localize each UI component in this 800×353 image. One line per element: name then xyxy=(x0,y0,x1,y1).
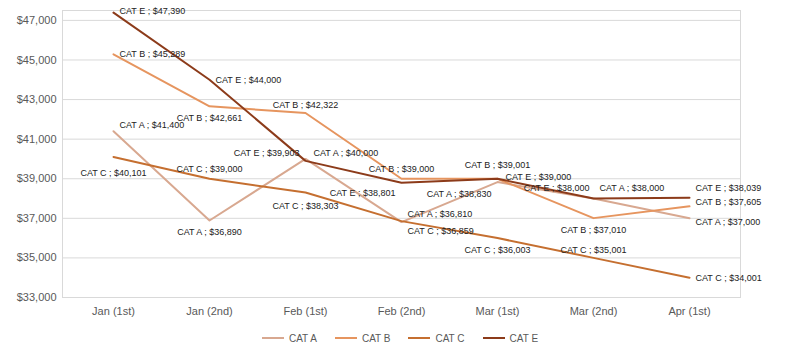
svg-text:CAT B ; $39,000: CAT B ; $39,000 xyxy=(369,164,435,174)
svg-text:CAT E ; $44,000: CAT E ; $44,000 xyxy=(216,75,282,85)
svg-text:CAT B ; $45,289: CAT B ; $45,289 xyxy=(120,49,186,59)
svg-text:Feb (1st): Feb (1st) xyxy=(283,305,327,317)
svg-text:CAT A ; $38,000: CAT A ; $38,000 xyxy=(600,183,665,193)
svg-text:CAT C ; $36,003: CAT C ; $36,003 xyxy=(464,245,530,255)
svg-text:$35,000: $35,000 xyxy=(17,251,57,263)
svg-text:CAT E ; $39,903: CAT E ; $39,903 xyxy=(234,148,300,158)
svg-text:CAT B ; $39,001: CAT B ; $39,001 xyxy=(465,160,531,170)
svg-text:CAT A ; $38,830: CAT A ; $38,830 xyxy=(427,189,492,199)
svg-text:CAT B ; $42,322: CAT B ; $42,322 xyxy=(273,100,339,110)
svg-text:CAT A ; $41,400: CAT A ; $41,400 xyxy=(120,120,185,130)
svg-text:Jan (1st): Jan (1st) xyxy=(92,305,135,317)
svg-text:$37,000: $37,000 xyxy=(17,212,57,224)
svg-text:CAT A ; $36,810: CAT A ; $36,810 xyxy=(408,209,473,219)
html-text:CAT A: CAT A xyxy=(288,332,317,344)
html-text:CAT E: CAT E xyxy=(509,332,539,344)
svg-text:CAT E ; $47,390: CAT E ; $47,390 xyxy=(120,6,186,16)
svg-text:CAT E ; $38,039: CAT E ; $38,039 xyxy=(696,183,762,193)
svg-text:CAT C ; $39,000: CAT C ; $39,000 xyxy=(176,164,242,174)
svg-text:Jan (2nd): Jan (2nd) xyxy=(186,305,232,317)
svg-text:CAT E ; $39,000: CAT E ; $39,000 xyxy=(506,172,572,182)
svg-text:CAT C ; $38,303: CAT C ; $38,303 xyxy=(272,201,338,211)
html-text:CAT B: CAT B xyxy=(361,332,391,344)
svg-text:Apr (1st): Apr (1st) xyxy=(668,305,710,317)
svg-text:$43,000: $43,000 xyxy=(17,93,57,105)
svg-text:CAT A ; $40,000: CAT A ; $40,000 xyxy=(314,148,379,158)
svg-text:CAT B ; $37,605: CAT B ; $37,605 xyxy=(696,197,762,207)
html-text:CAT C: CAT C xyxy=(435,332,465,344)
svg-text:CAT A ; $36,890: CAT A ; $36,890 xyxy=(177,227,242,237)
svg-text:$45,000: $45,000 xyxy=(17,54,57,66)
svg-text:CAT C ; $35,001: CAT C ; $35,001 xyxy=(560,245,626,255)
svg-text:CAT C ; $34,001: CAT C ; $34,001 xyxy=(696,273,762,283)
svg-text:$41,000: $41,000 xyxy=(17,133,57,145)
svg-text:CAT E ; $38,000: CAT E ; $38,000 xyxy=(524,183,590,193)
svg-text:CAT B ; $37,010: CAT B ; $37,010 xyxy=(561,225,627,235)
svg-text:CAT C ; $40,101: CAT C ; $40,101 xyxy=(80,168,146,178)
svg-text:CAT E ; $38,801: CAT E ; $38,801 xyxy=(330,188,396,198)
svg-text:CAT C ; $36,859: CAT C ; $36,859 xyxy=(408,226,474,236)
svg-text:Feb (2nd): Feb (2nd) xyxy=(378,305,426,317)
svg-text:$39,000: $39,000 xyxy=(17,172,57,184)
svg-text:CAT B ; $42,661: CAT B ; $42,661 xyxy=(177,113,243,123)
svg-text:Mar (2nd): Mar (2nd) xyxy=(570,305,618,317)
svg-text:$33,000: $33,000 xyxy=(17,291,57,303)
svg-text:$47,000: $47,000 xyxy=(17,14,57,26)
svg-text:Mar (1st): Mar (1st) xyxy=(476,305,520,317)
svg-text:CAT A ; $37,000: CAT A ; $37,000 xyxy=(696,217,761,227)
